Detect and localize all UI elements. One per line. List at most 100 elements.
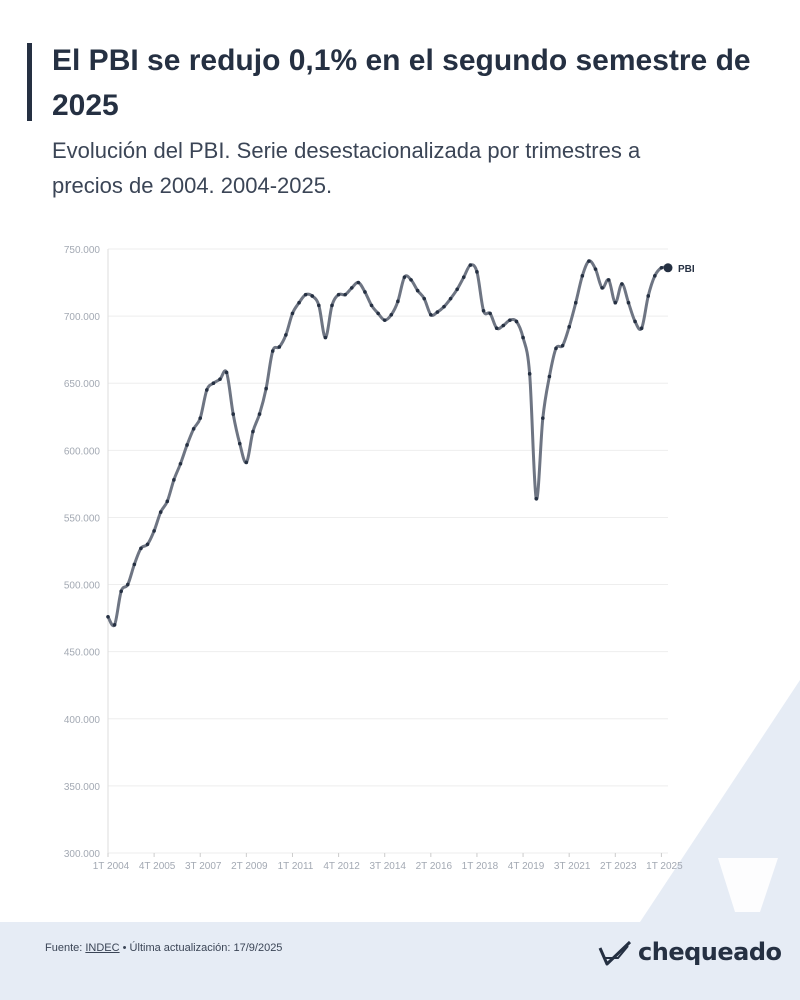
data-point [356,280,361,285]
chequeado-logo[interactable]: chequeado [598,932,782,972]
data-point [330,303,334,308]
source-link-indec[interactable]: INDEC [85,942,120,954]
data-point [560,343,565,348]
x-tick-label: 4T 2005 [139,861,176,872]
data-point [139,546,143,551]
gdp-line-chart: 750.000 700.000 650.000 600.000 550.000 500.0… [64,245,695,872]
y-tick-label: 300.000 [64,849,101,860]
data-point [191,427,196,431]
data-point [125,582,130,587]
data-point [251,429,255,434]
data-point [224,370,229,375]
x-tick-label: 4T 2012 [323,861,360,872]
data-point [422,296,427,301]
data-point [389,312,394,317]
source-update-date: • Última actualización: 17/9/2025 [119,942,283,954]
data-point [547,374,552,379]
data-point [646,294,651,298]
data-point [409,278,413,282]
data-point [415,288,420,293]
data-point [270,349,275,353]
data-point [521,335,525,340]
data-point [527,372,532,376]
x-tick-label: 1T 2018 [462,861,499,872]
data-point [626,300,631,305]
x-tick-label: 3T 2014 [369,861,406,872]
data-point [633,319,637,324]
data-point [396,299,400,304]
x-tick-label: 1T 2004 [93,861,130,872]
x-tick-label: 1T 2011 [278,861,314,872]
data-point [541,416,545,420]
data-point [349,286,354,290]
y-tick-label: 500.000 [64,581,101,592]
data-point [257,412,262,416]
data-point [455,287,459,292]
data-point [468,263,473,267]
y-tick-label: 700.000 [64,312,101,323]
data-point [323,335,328,340]
data-point [442,304,446,309]
data-point [205,388,209,392]
x-tick-label: 2T 2023 [600,861,637,872]
series-label-pbi: PBI [678,264,695,275]
x-tick-label: 4T 2019 [508,861,545,872]
y-tick-label: 400.000 [64,715,101,726]
data-point [132,562,137,567]
data-point [435,310,440,314]
data-point [653,274,657,278]
data-point [172,478,176,482]
data-point [244,460,249,465]
data-point [343,292,347,297]
y-tick-label: 350.000 [64,782,101,793]
data-point [606,278,611,282]
data-point [290,311,295,316]
data-point [382,318,387,322]
source-prefix: Fuente: [45,942,86,954]
page-title: El PBI se redujo 0,1% en el segundo seme… [52,44,751,122]
y-tick-label: 550.000 [64,513,101,524]
data-point [580,274,585,278]
data-point [198,416,203,420]
data-point [218,377,222,381]
data-point [158,510,163,514]
chart-subtitle: Evolución del PBI. Serie desestacionaliz… [52,138,641,198]
data-point [620,282,624,286]
data-point [264,386,268,391]
data-point [106,614,110,619]
y-tick-label: 450.000 [64,648,101,659]
data-point [112,623,117,627]
y-tick-label: 750.000 [64,245,101,256]
data-point [185,443,189,447]
data-point [231,412,235,416]
data-point [593,267,598,271]
x-tick-label: 1T 2025 [646,861,683,872]
data-point [317,303,321,308]
data-point [534,496,539,501]
data-point [297,300,301,305]
data-point [402,275,407,279]
source-note: Fuente: INDEC • Última actualización: 17… [45,942,282,954]
data-point [310,294,315,298]
data-point [303,292,308,297]
data-point [363,290,367,294]
data-point [494,326,499,330]
data-point [284,333,288,337]
data-point [145,542,150,547]
data-point [639,326,644,330]
x-tick-label: 3T 2007 [185,861,222,872]
data-point [152,529,156,533]
data-point [475,270,479,274]
footer-band [0,922,800,1000]
data-point [119,589,123,594]
data-point [277,345,282,349]
x-tick-label: 3T 2021 [554,861,591,872]
data-point [567,325,571,329]
title-accent-bar [27,43,32,121]
y-tick-label: 600.000 [64,446,101,457]
data-point [659,265,664,270]
data-point [501,323,506,328]
data-point [508,318,512,322]
data-point [488,311,492,316]
data-point [429,312,433,317]
